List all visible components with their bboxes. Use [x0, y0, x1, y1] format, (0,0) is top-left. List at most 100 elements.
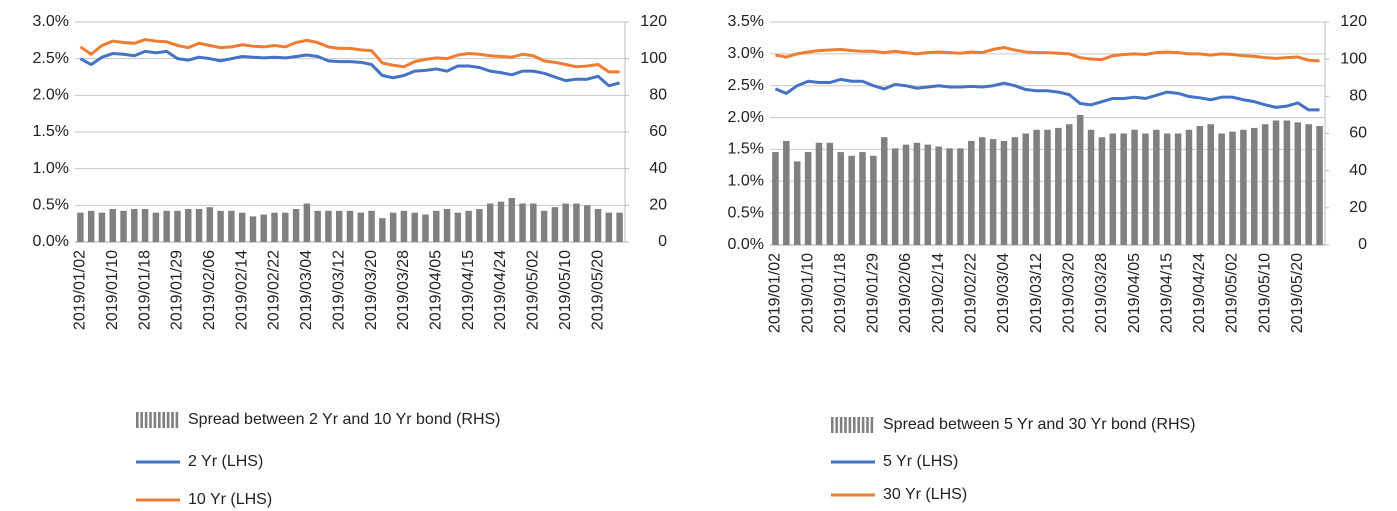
line [79, 49, 621, 88]
bar [1066, 124, 1073, 245]
bar [946, 148, 953, 245]
y-tick-label: 3.0% [33, 13, 69, 30]
x-tick-label: 2019/01/10 [104, 250, 121, 330]
y-tick-label: 1.0% [33, 160, 69, 177]
legend-swatch [831, 417, 834, 433]
x-tick-label: 2019/04/05 [427, 250, 444, 330]
bar [238, 212, 246, 242]
bar [357, 212, 365, 242]
legend-swatch [140, 412, 143, 428]
bar [131, 209, 138, 242]
bar [1174, 133, 1182, 245]
bar [1044, 129, 1051, 245]
x-tick-label: 2019/02/14 [233, 250, 250, 330]
bar [1272, 120, 1280, 245]
bar [891, 148, 899, 245]
bar [881, 137, 888, 245]
bar [1109, 133, 1117, 245]
bar [77, 212, 84, 242]
x-tick-label: 2019/03/04 [298, 250, 315, 330]
y2-tick-label: 60 [1349, 125, 1367, 142]
bar [303, 203, 311, 242]
y2-tick-label: 40 [649, 160, 667, 177]
bar [411, 212, 418, 242]
bar [815, 142, 823, 245]
y-tick-label: 0.0% [728, 236, 764, 253]
bar [486, 203, 494, 242]
bar [793, 161, 801, 245]
bar [957, 148, 964, 245]
bar [978, 137, 986, 245]
y-tick-label: 3.0% [728, 45, 764, 62]
y2-tick-label: 120 [640, 13, 667, 30]
legend-swatch [162, 412, 165, 428]
y2-tick-label: 20 [649, 197, 667, 214]
bar [1185, 129, 1193, 245]
y2-tick-label: 80 [1349, 88, 1367, 105]
x-tick-label: 2019/05/10 [1256, 253, 1273, 333]
bar [1163, 133, 1171, 245]
bar [335, 210, 343, 242]
bar [772, 152, 779, 245]
bar [519, 203, 526, 242]
bar [837, 152, 844, 245]
legend-swatch [839, 417, 843, 433]
bar [217, 210, 224, 242]
x-tick-label: 2019/03/12 [1028, 253, 1045, 333]
legend-swatch [835, 417, 838, 433]
legend-swatch [158, 412, 161, 428]
bar [368, 210, 375, 242]
bar [968, 140, 975, 245]
y-tick-label: 1.0% [728, 173, 764, 190]
x-tick-label: 2019/01/10 [799, 253, 816, 333]
x-tick-label: 2019/03/12 [330, 250, 347, 330]
bar [913, 142, 921, 245]
bar [935, 146, 942, 245]
bar [783, 140, 790, 245]
bar [1087, 129, 1095, 245]
bar [1305, 124, 1312, 245]
bar [195, 209, 203, 242]
x-tick-label: 2019/03/28 [1093, 253, 1110, 333]
legend-swatch [870, 417, 874, 433]
bar [1142, 133, 1149, 245]
bar [454, 212, 462, 242]
y-tick-label: 2.0% [33, 87, 69, 104]
bar [260, 214, 267, 242]
x-tick-label: 2019/02/06 [897, 253, 914, 333]
x-tick-label: 2019/04/24 [1191, 253, 1208, 333]
bar [594, 209, 602, 242]
bar [465, 210, 472, 242]
legend-swatch [136, 412, 139, 428]
bar [1251, 127, 1258, 245]
x-tick-label: 2019/01/18 [136, 250, 153, 330]
x-tick-label: 2019/04/05 [1126, 253, 1143, 333]
bar [292, 209, 300, 242]
y-tick-label: 0.0% [33, 233, 69, 250]
legend-swatch [853, 417, 856, 433]
legend-label: 2 Yr (LHS) [188, 453, 263, 470]
bar [271, 212, 278, 242]
bar [476, 209, 483, 242]
bar [249, 216, 257, 242]
legend-swatch [153, 412, 157, 428]
bar [314, 210, 321, 242]
x-tick-label: 2019/01/02 [72, 250, 89, 330]
bar [152, 212, 160, 242]
bar [1011, 137, 1019, 245]
bar [1120, 133, 1127, 245]
x-tick-label: 2019/02/06 [201, 250, 218, 330]
x-tick-label: 2019/01/18 [832, 253, 849, 333]
bar [1316, 126, 1323, 245]
bar [1000, 140, 1008, 245]
legend-swatch [166, 412, 170, 428]
legend-swatch [866, 417, 869, 433]
legend-label: Spread between 2 Yr and 10 Yr bond (RHS) [188, 411, 501, 428]
legend-swatch [171, 412, 174, 428]
bar [443, 209, 451, 242]
x-tick-label: 2019/04/15 [460, 250, 477, 330]
bar [1196, 126, 1204, 245]
bar [902, 144, 910, 245]
y-tick-label: 2.5% [728, 77, 764, 94]
